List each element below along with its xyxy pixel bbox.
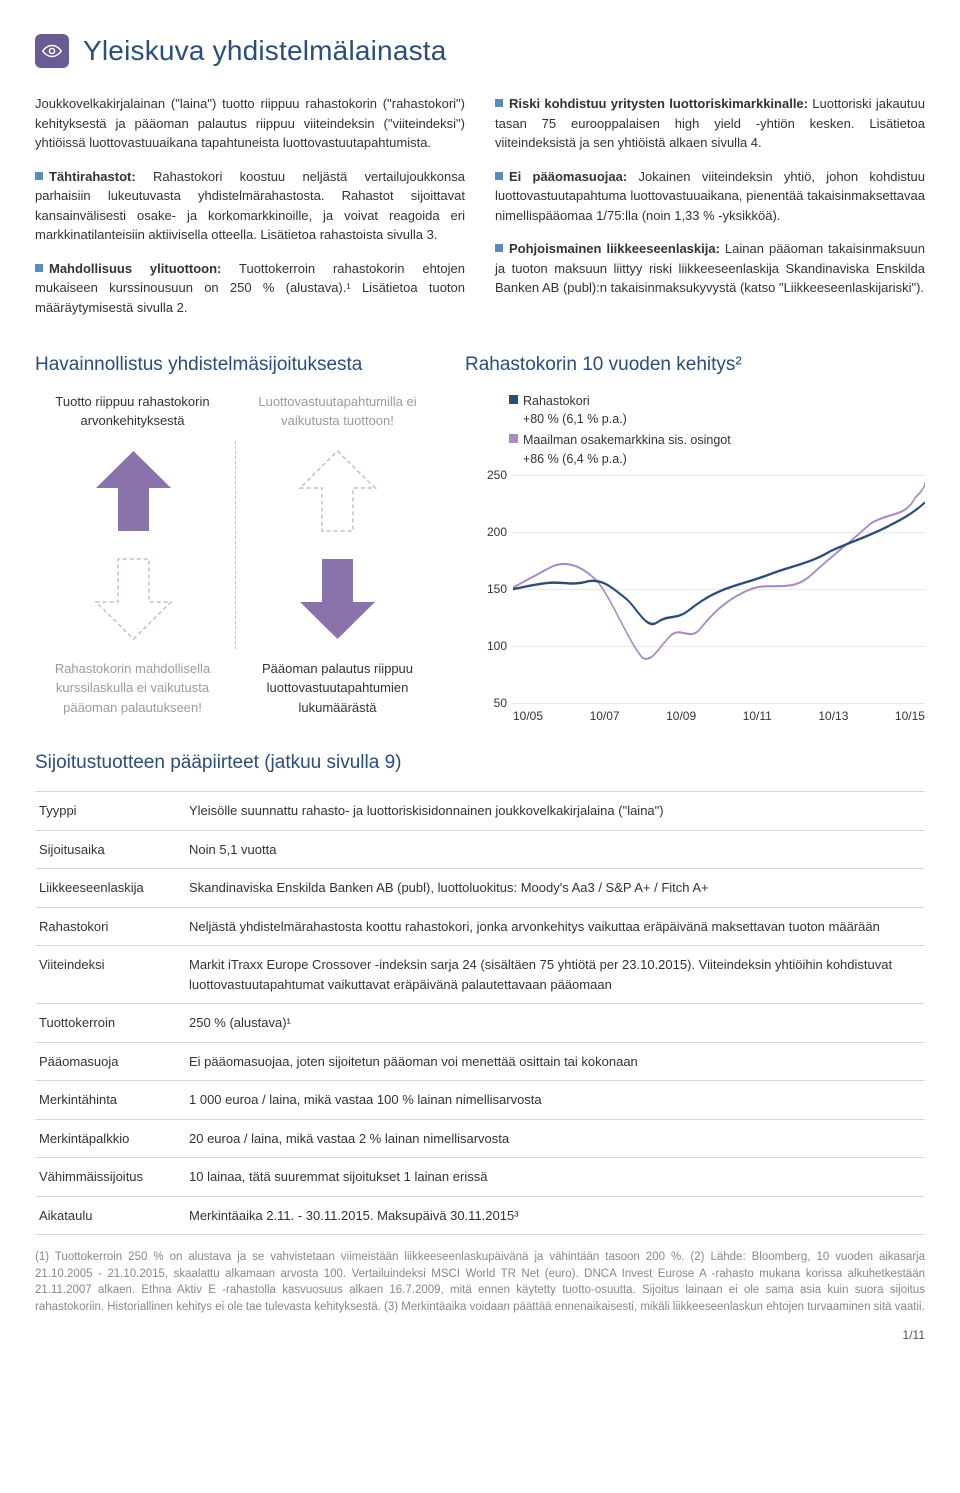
chart-heading: Rahastokorin 10 vuoden kehitys² [465, 351, 925, 380]
illus-bottom-1: Rahastokorin mahdollisella kurssilaskull… [35, 659, 230, 718]
table-row: Tuottokerroin250 % (alustava)¹ [35, 1004, 925, 1043]
feature-value: Skandinaviska Enskilda Banken AB (publ),… [185, 869, 925, 908]
table-row: TyyppiYleisölle suunnattu rahasto- ja lu… [35, 792, 925, 831]
bullet-left-1: Mahdollisuus ylituottoon: Tuottokerroin … [35, 259, 465, 318]
arrow-up-outline [239, 441, 435, 541]
bullet-square-icon [495, 172, 503, 180]
illus-bottom-2: Pääoman palautus riippuu luottovastuutap… [240, 659, 435, 718]
illus-caption-2: Luottovastuutapahtumilla ei vaikutusta t… [240, 392, 435, 431]
feature-value: 1 000 euroa / laina, mikä vastaa 100 % l… [185, 1081, 925, 1120]
x-tick-label: 10/13 [818, 707, 848, 725]
intro-paragraph: Joukkovelkakirjalainan ("laina") tuotto … [35, 94, 465, 153]
feature-value: Neljästä yhdistelmärahastosta koottu rah… [185, 907, 925, 946]
bullet-right-2: Pohjoismainen liikkeeseenlaskija: Lainan… [495, 239, 925, 298]
features-table: TyyppiYleisölle suunnattu rahasto- ja lu… [35, 791, 925, 1235]
table-row: Merkintäpalkkio20 euroa / laina, mikä va… [35, 1119, 925, 1158]
feature-value: Noin 5,1 vuotta [185, 830, 925, 869]
x-tick-label: 10/09 [666, 707, 696, 725]
page-header: Yleiskuva yhdistelmälainasta [35, 30, 925, 72]
table-row: Vähimmäissijoitus10 lainaa, tätä suuremm… [35, 1158, 925, 1197]
y-tick-label: 150 [473, 580, 507, 598]
chart-svg [513, 475, 925, 703]
bullet-left-0: Tähtirahastot: Rahastokori koostuu neljä… [35, 167, 465, 245]
bullet-right-1: Ei pääomasuojaa: Jokainen viiteindeksin … [495, 167, 925, 226]
feature-label: Aikataulu [35, 1196, 185, 1235]
feature-label: Merkintähinta [35, 1081, 185, 1120]
table-row: AikatauluMerkintäaika 2.11. - 30.11.2015… [35, 1196, 925, 1235]
legend-item-0: Rahastokori +80 % (6,1 % p.a.) [509, 392, 925, 430]
y-tick-label: 200 [473, 523, 507, 541]
bullet-square-icon [495, 244, 503, 252]
table-row: ViiteindeksiMarkit iTraxx Europe Crossov… [35, 946, 925, 1004]
table-row: PääomasuojaEi pääomasuojaa, joten sijoit… [35, 1042, 925, 1081]
body-columns: Joukkovelkakirjalainan ("laina") tuotto … [35, 94, 925, 331]
x-tick-label: 10/07 [590, 707, 620, 725]
feature-value: Ei pääomasuojaa, joten sijoitetun pääoma… [185, 1042, 925, 1081]
table-row: SijoitusaikaNoin 5,1 vuotta [35, 830, 925, 869]
bullet-square-icon [495, 99, 503, 107]
legend-item-1: Maailman osakemarkkina sis. osingot +86 … [509, 431, 925, 469]
arrow-up-solid [35, 441, 231, 541]
feature-label: Liikkeeseenlaskija [35, 869, 185, 908]
arrow-down-outline [35, 549, 231, 649]
x-tick-label: 10/05 [513, 707, 543, 725]
feature-label: Pääomasuoja [35, 1042, 185, 1081]
feature-label: Merkintäpalkkio [35, 1119, 185, 1158]
feature-label: Vähimmäissijoitus [35, 1158, 185, 1197]
chart-area: 50100150200250 10/0510/0710/0910/1110/13… [473, 475, 925, 725]
bullet-square-icon [35, 172, 43, 180]
y-tick-label: 250 [473, 466, 507, 484]
illustration-heading: Havainnollistus yhdistelmäsijoituksesta [35, 351, 435, 380]
eye-icon [35, 34, 69, 68]
legend-square-icon [509, 395, 518, 404]
table-row: RahastokoriNeljästä yhdistelmärahastosta… [35, 907, 925, 946]
feature-label: Rahastokori [35, 907, 185, 946]
page-title: Yleiskuva yhdistelmälainasta [83, 30, 447, 72]
y-tick-label: 50 [473, 694, 507, 712]
features-heading: Sijoitustuotteen pääpiirteet (jatkuu siv… [35, 749, 925, 778]
feature-value: Yleisölle suunnattu rahasto- ja luottori… [185, 792, 925, 831]
legend-square-icon [509, 434, 518, 443]
chart-block: Rahastokorin 10 vuoden kehitys² Rahastok… [465, 351, 925, 725]
illustration-chart-row: Havainnollistus yhdistelmäsijoituksesta … [35, 351, 925, 725]
feature-value: Merkintäaika 2.11. - 30.11.2015. Maksupä… [185, 1196, 925, 1235]
feature-value: Markit iTraxx Europe Crossover -indeksin… [185, 946, 925, 1004]
bullet-square-icon [35, 264, 43, 272]
feature-label: Viiteindeksi [35, 946, 185, 1004]
feature-label: Tuottokerroin [35, 1004, 185, 1043]
chart-legend: Rahastokori +80 % (6,1 % p.a.) Maailman … [509, 392, 925, 469]
arrows-grid [35, 441, 435, 649]
chart-x-labels: 10/05 10/07 10/09 10/11 10/13 10/15 [513, 707, 925, 725]
table-row: LiikkeeseenlaskijaSkandinaviska Enskilda… [35, 869, 925, 908]
footnotes: (1) Tuottokerroin 250 % on alustava ja s… [35, 1249, 925, 1316]
illustration-block: Havainnollistus yhdistelmäsijoituksesta … [35, 351, 435, 725]
feature-label: Sijoitusaika [35, 830, 185, 869]
page-number: 1/11 [35, 1326, 925, 1344]
feature-value: 10 lainaa, tätä suuremmat sijoitukset 1 … [185, 1158, 925, 1197]
x-tick-label: 10/15 [895, 707, 925, 725]
illus-caption-1: Tuotto riippuu rahastokorin arvonkehityk… [35, 392, 230, 431]
arrow-down-solid [239, 549, 435, 649]
feature-value: 20 euroa / laina, mikä vastaa 2 % lainan… [185, 1119, 925, 1158]
x-tick-label: 10/11 [743, 707, 772, 725]
feature-label: Tyyppi [35, 792, 185, 831]
y-tick-label: 100 [473, 637, 507, 655]
right-column: Riski kohdistuu yritysten luottoriskimar… [495, 94, 925, 331]
table-row: Merkintähinta1 000 euroa / laina, mikä v… [35, 1081, 925, 1120]
bullet-right-0: Riski kohdistuu yritysten luottoriskimar… [495, 94, 925, 153]
left-column: Joukkovelkakirjalainan ("laina") tuotto … [35, 94, 465, 331]
feature-value: 250 % (alustava)¹ [185, 1004, 925, 1043]
